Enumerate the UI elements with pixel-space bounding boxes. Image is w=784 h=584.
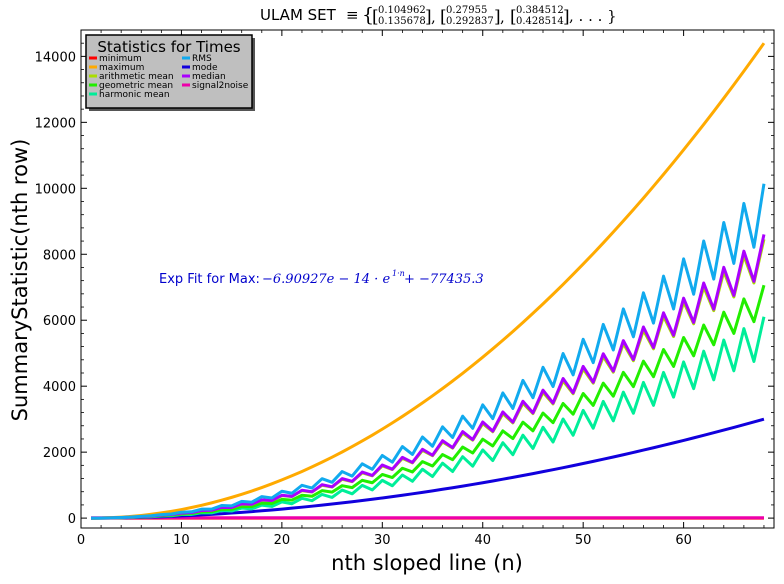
legend-label: median: [192, 72, 226, 82]
x-tick-label: 60: [675, 533, 692, 548]
legend-label: signal2noise: [192, 81, 249, 91]
y-tick-label: 2000: [43, 446, 76, 461]
x-tick-label: 40: [474, 533, 491, 548]
annotation-formula-end: + −77435.3: [404, 272, 484, 287]
title-vec3-close: ]: [563, 7, 570, 27]
annotation-prefix: Exp Fit for Max:: [159, 272, 260, 287]
y-tick-label: 12000: [35, 116, 76, 131]
y-tick-label: 14000: [35, 50, 76, 65]
title-comma1: ,: [431, 8, 436, 26]
y-tick-label: 4000: [43, 380, 76, 395]
x-tick-label: 30: [374, 533, 391, 548]
y-tick-label: 10000: [35, 182, 76, 197]
title-vec2-top: 0.27955: [446, 5, 487, 16]
annotation-formula-start: −6.90927e − 14 · e: [262, 272, 390, 287]
legend-label: RMS: [192, 54, 212, 64]
x-tick-label: 10: [173, 533, 190, 548]
title-vec1-bottom: 0.135678: [378, 16, 426, 27]
legend-title: Statistics for Times: [97, 38, 240, 56]
legend-label: mode: [192, 63, 218, 73]
legend: Statistics for Times minimummaximumarith…: [85, 34, 255, 111]
series-line-mode: [91, 417, 765, 520]
title-prefix: ULAM SET: [260, 6, 337, 24]
y-tick-label: 8000: [43, 248, 76, 263]
y-axis-title: SummaryStatistic(nth row): [8, 139, 32, 422]
title-vec3-open: [: [510, 7, 517, 27]
legend-label: minimum: [99, 54, 142, 64]
x-tick-label: 50: [575, 533, 592, 548]
legend-label: geometric mean: [99, 81, 173, 91]
title-vec1-open: [: [372, 7, 379, 27]
title-vec2-open: [: [440, 7, 447, 27]
exp-fit-annotation: Exp Fit for Max: −6.90927e − 14 · e 1·n …: [159, 269, 484, 287]
title-open-brace: {: [362, 4, 374, 26]
title-vec1-close: ]: [425, 7, 432, 27]
legend-box: [85, 34, 253, 109]
y-tick-label: 0: [68, 512, 76, 527]
series-line-maximum: [91, 42, 766, 520]
annotation-formula-exponent: 1·n: [392, 269, 405, 278]
title-ellipsis: , . . . }: [569, 7, 617, 25]
title-vec3-bottom: 0.428514: [516, 16, 564, 27]
legend-label: arithmetic mean: [99, 72, 174, 82]
title-vec3-top: 0.384512: [516, 5, 564, 16]
title-comma2: ,: [500, 8, 505, 26]
legend-label: harmonic mean: [99, 90, 170, 100]
x-axis-title: nth sloped line (n): [331, 551, 523, 575]
x-tick-label: 0: [77, 533, 85, 548]
series-lines: [91, 42, 766, 520]
title-vec2-bottom: 0.292837: [446, 16, 494, 27]
chart-title: ULAM SET ≡ { [ 0.104962 0.135678 ] , [ 0…: [260, 4, 617, 27]
title-vec2-close: ]: [494, 7, 501, 27]
title-vec1-top: 0.104962: [378, 5, 426, 16]
legend-label: maximum: [99, 63, 144, 73]
x-tick-label: 20: [274, 533, 291, 548]
y-tick-label: 6000: [43, 314, 76, 329]
title-equiv: ≡: [346, 6, 359, 24]
axis-ticks: 0 10 20 30 40 50 60 0 2000 4000 6000 8000 10000 12000…: [35, 30, 774, 548]
series-line-rms: [91, 183, 766, 520]
